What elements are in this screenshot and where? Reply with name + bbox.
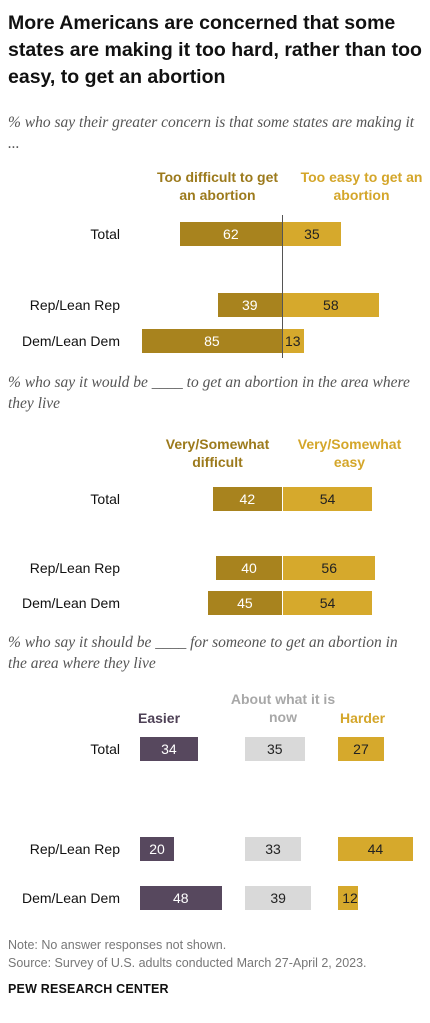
s1-bar-left — [179, 222, 282, 246]
section-1-subtitle: % who say their greater concern is that … — [8, 114, 415, 152]
s3-value: 27 — [353, 741, 369, 757]
s3-bar — [140, 737, 198, 761]
s3-bar — [140, 837, 174, 861]
s2-bar-left — [212, 487, 282, 511]
s1-row-label: Rep/Lean Rep — [29, 297, 120, 313]
s1-center-axis — [282, 215, 283, 358]
s2-bar-left — [207, 591, 282, 615]
s1-value-right: 13 — [285, 333, 301, 349]
s3-value: 20 — [149, 841, 165, 857]
s3-value: 35 — [266, 741, 283, 757]
source-text: Source: Survey of U.S. adults conducted … — [8, 956, 367, 970]
pew-logo-text: PEW RESEARCH CENTER — [8, 982, 169, 996]
s2-bar-right — [283, 487, 373, 511]
s3-value: 12 — [342, 890, 358, 906]
s3-value: 33 — [265, 841, 281, 857]
s1-bar-right — [283, 329, 305, 353]
s3-value: 44 — [367, 841, 384, 857]
s2-value-right: 54 — [319, 595, 336, 611]
s1-bar-right — [283, 293, 379, 317]
s1-value-left: 39 — [242, 297, 258, 313]
s3-value: 34 — [161, 741, 177, 757]
s3-bar — [338, 886, 359, 910]
section-2-subtitle: % who say it would be ____ to get an abo… — [8, 374, 410, 412]
s3-header-about: About what it is now — [230, 691, 336, 725]
s1-value-left: 85 — [204, 333, 220, 349]
s2-row-label: Rep/Lean Rep — [29, 560, 120, 576]
s3-bar — [338, 737, 384, 761]
s3-header-harder: Harder — [340, 710, 386, 726]
s3-bar — [140, 886, 222, 910]
s2-header-difficult: Very/Somewhat difficult — [165, 436, 270, 470]
s2-value-right: 56 — [321, 560, 337, 576]
s1-value-right: 35 — [304, 226, 320, 242]
s3-header-easier: Easier — [138, 710, 181, 726]
s1-row-label: Dem/Lean Dem — [21, 333, 120, 349]
s3-row-label: Dem/Lean Dem — [21, 890, 120, 906]
s3-value: 48 — [173, 890, 189, 906]
s3-value: 39 — [270, 890, 286, 906]
s2-value-left: 45 — [237, 595, 253, 611]
s1-bar-left — [217, 293, 282, 317]
note-text: Note: No answer responses not shown. — [8, 938, 227, 952]
s3-row-label: Total — [90, 741, 120, 757]
section-3-subtitle: % who say it should be ____ for someone … — [8, 634, 398, 672]
s1-row-label: Total — [90, 226, 120, 242]
s2-value-left: 40 — [241, 560, 257, 576]
s3-row-label: Rep/Lean Rep — [29, 841, 120, 857]
s2-header-easy: Very/Somewhat easy — [297, 436, 402, 470]
s2-bar-left — [216, 556, 282, 580]
s2-row-label: Total — [90, 491, 120, 507]
s1-value-right: 58 — [323, 297, 339, 313]
s1-bar-left — [141, 329, 282, 353]
s3-bar — [245, 837, 302, 861]
s2-row-label: Dem/Lean Dem — [21, 595, 120, 611]
s1-header-difficult: Too difficult to get an abortion — [156, 169, 279, 203]
s2-bar-right — [283, 556, 376, 580]
chart-title: More Americans are concerned that some s… — [8, 12, 422, 88]
s3-bar — [245, 886, 312, 910]
s1-bar-right — [283, 222, 341, 246]
s3-bar — [338, 837, 413, 861]
s3-bar — [245, 737, 305, 761]
s2-value-left: 42 — [239, 491, 256, 507]
s2-bar-right — [283, 591, 373, 615]
s1-value-left: 62 — [223, 226, 239, 242]
s1-header-easy: Too easy to get an abortion — [300, 169, 423, 203]
s2-value-right: 54 — [319, 491, 336, 507]
